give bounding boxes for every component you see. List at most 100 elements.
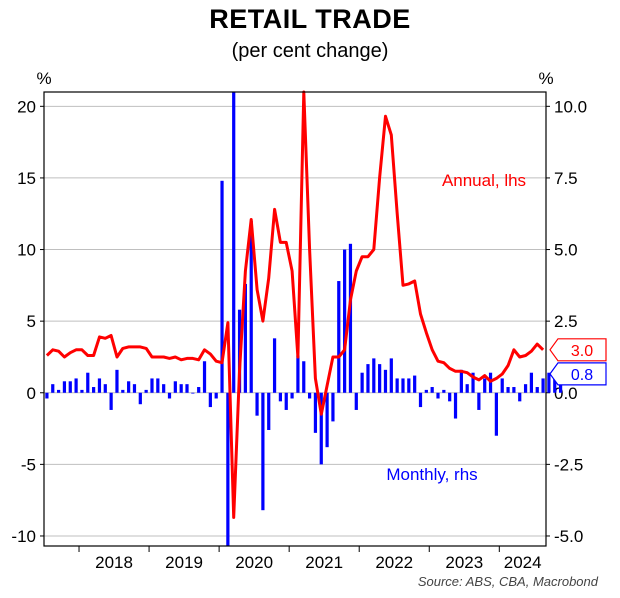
- monthly-bar: [553, 378, 557, 393]
- monthly-bar: [343, 249, 347, 393]
- x-tick-label: 2023: [445, 553, 483, 572]
- monthly-bar: [354, 392, 358, 410]
- monthly-bar: [389, 358, 393, 393]
- monthly-bar: [290, 392, 294, 399]
- monthly-bar: [185, 384, 189, 393]
- monthly-bar: [378, 364, 382, 393]
- monthly-bar: [465, 384, 469, 393]
- monthly-bar: [302, 361, 306, 393]
- monthly-bar: [518, 392, 522, 402]
- monthly-bar: [407, 378, 411, 393]
- left-tick-label: 0: [27, 384, 36, 403]
- left-axis-unit: %: [36, 69, 51, 88]
- monthly-bar: [232, 92, 236, 393]
- monthly-bar: [471, 372, 475, 393]
- monthly-bar: [97, 378, 102, 393]
- monthly-bar: [68, 381, 72, 393]
- x-tick-label: 2022: [375, 553, 413, 572]
- monthly-bar: [313, 392, 318, 433]
- left-tick-label: -10: [11, 527, 36, 546]
- monthly-bar: [436, 392, 440, 399]
- monthly-bar: [173, 381, 177, 393]
- monthly-bar: [51, 384, 55, 393]
- monthly-last-value: 0.8: [571, 367, 593, 384]
- monthly-bar: [103, 384, 107, 393]
- monthly-bar: [144, 389, 148, 393]
- monthly-bar: [360, 372, 364, 393]
- monthly-bar: [307, 392, 312, 399]
- monthly-bar: [424, 389, 428, 393]
- monthly-bar: [348, 243, 353, 393]
- annual-last-flag: [549, 338, 607, 362]
- annual-annotation: Annual, lhs: [442, 171, 526, 190]
- monthly-bar: [62, 381, 67, 393]
- monthly-bar: [413, 375, 417, 393]
- x-tick-label: 2020: [235, 553, 273, 572]
- monthly-bar: [278, 392, 283, 402]
- monthly-bar: [156, 378, 160, 393]
- monthly-bar: [541, 378, 545, 393]
- monthly-bar: [366, 364, 370, 393]
- monthly-bar: [372, 358, 376, 393]
- monthly-bar: [150, 378, 154, 393]
- source-note: Source: ABS, CBA, Macrobond: [417, 574, 598, 589]
- x-tick-label: 2021: [305, 553, 343, 572]
- monthly-bar: [325, 392, 329, 448]
- plot-border: [43, 91, 547, 547]
- monthly-bar: [226, 392, 230, 546]
- monthly-bar: [255, 392, 259, 416]
- monthly-bar: [477, 392, 481, 410]
- monthly-bar: [92, 387, 96, 393]
- monthly-bar: [401, 378, 405, 393]
- monthly-bar: [179, 384, 183, 393]
- monthly-bar: [261, 392, 265, 511]
- monthly-bar: [430, 387, 434, 393]
- monthly-bar: [208, 392, 212, 408]
- monthly-bar: [191, 392, 195, 394]
- right-tick-label: -2.5: [554, 455, 583, 474]
- monthly-bar: [127, 381, 131, 393]
- right-tick-label: 5.0: [554, 241, 578, 260]
- monthly-bar: [453, 392, 458, 419]
- monthly-bar: [383, 369, 388, 393]
- monthly-annotation: Monthly, rhs: [386, 465, 477, 484]
- monthly-bar: [500, 378, 504, 393]
- monthly-bar: [529, 372, 534, 393]
- monthly-last-flag: [549, 362, 607, 386]
- monthly-bar: [331, 392, 335, 422]
- monthly-bar: [45, 392, 49, 399]
- monthly-bar: [132, 384, 137, 393]
- monthly-bar: [296, 355, 300, 393]
- monthly-bar: [523, 384, 528, 393]
- monthly-bar: [535, 387, 539, 393]
- monthly-bar: [121, 389, 125, 393]
- monthly-bar: [448, 392, 452, 402]
- monthly-bar: [109, 392, 113, 410]
- annual-line: [45, 90, 545, 519]
- x-tick-label: 2024: [504, 553, 542, 572]
- monthly-bar: [249, 220, 253, 393]
- monthly-bar: [214, 392, 218, 399]
- monthly-bar: [418, 392, 423, 408]
- monthly-bar: [494, 392, 498, 436]
- monthly-bar: [272, 338, 277, 393]
- monthly-bar: [197, 387, 201, 393]
- right-tick-label: 0.0: [554, 384, 578, 403]
- monthly-bar: [80, 389, 84, 393]
- monthly-bar: [459, 369, 463, 393]
- right-tick-label: -5.0: [554, 527, 583, 546]
- monthly-bar: [506, 387, 510, 393]
- monthly-bar: [284, 392, 288, 410]
- x-tick-label: 2019: [165, 553, 203, 572]
- monthly-bar: [512, 387, 516, 393]
- left-tick-label: 5: [27, 312, 36, 331]
- chart-title: RETAIL TRADE: [209, 4, 411, 34]
- left-tick-label: -5: [21, 455, 36, 474]
- x-tick-label: 2018: [95, 553, 133, 572]
- monthly-bar: [220, 180, 224, 393]
- monthly-bar: [202, 361, 207, 393]
- monthly-bar: [138, 392, 142, 405]
- right-tick-label: 10.0: [554, 97, 587, 116]
